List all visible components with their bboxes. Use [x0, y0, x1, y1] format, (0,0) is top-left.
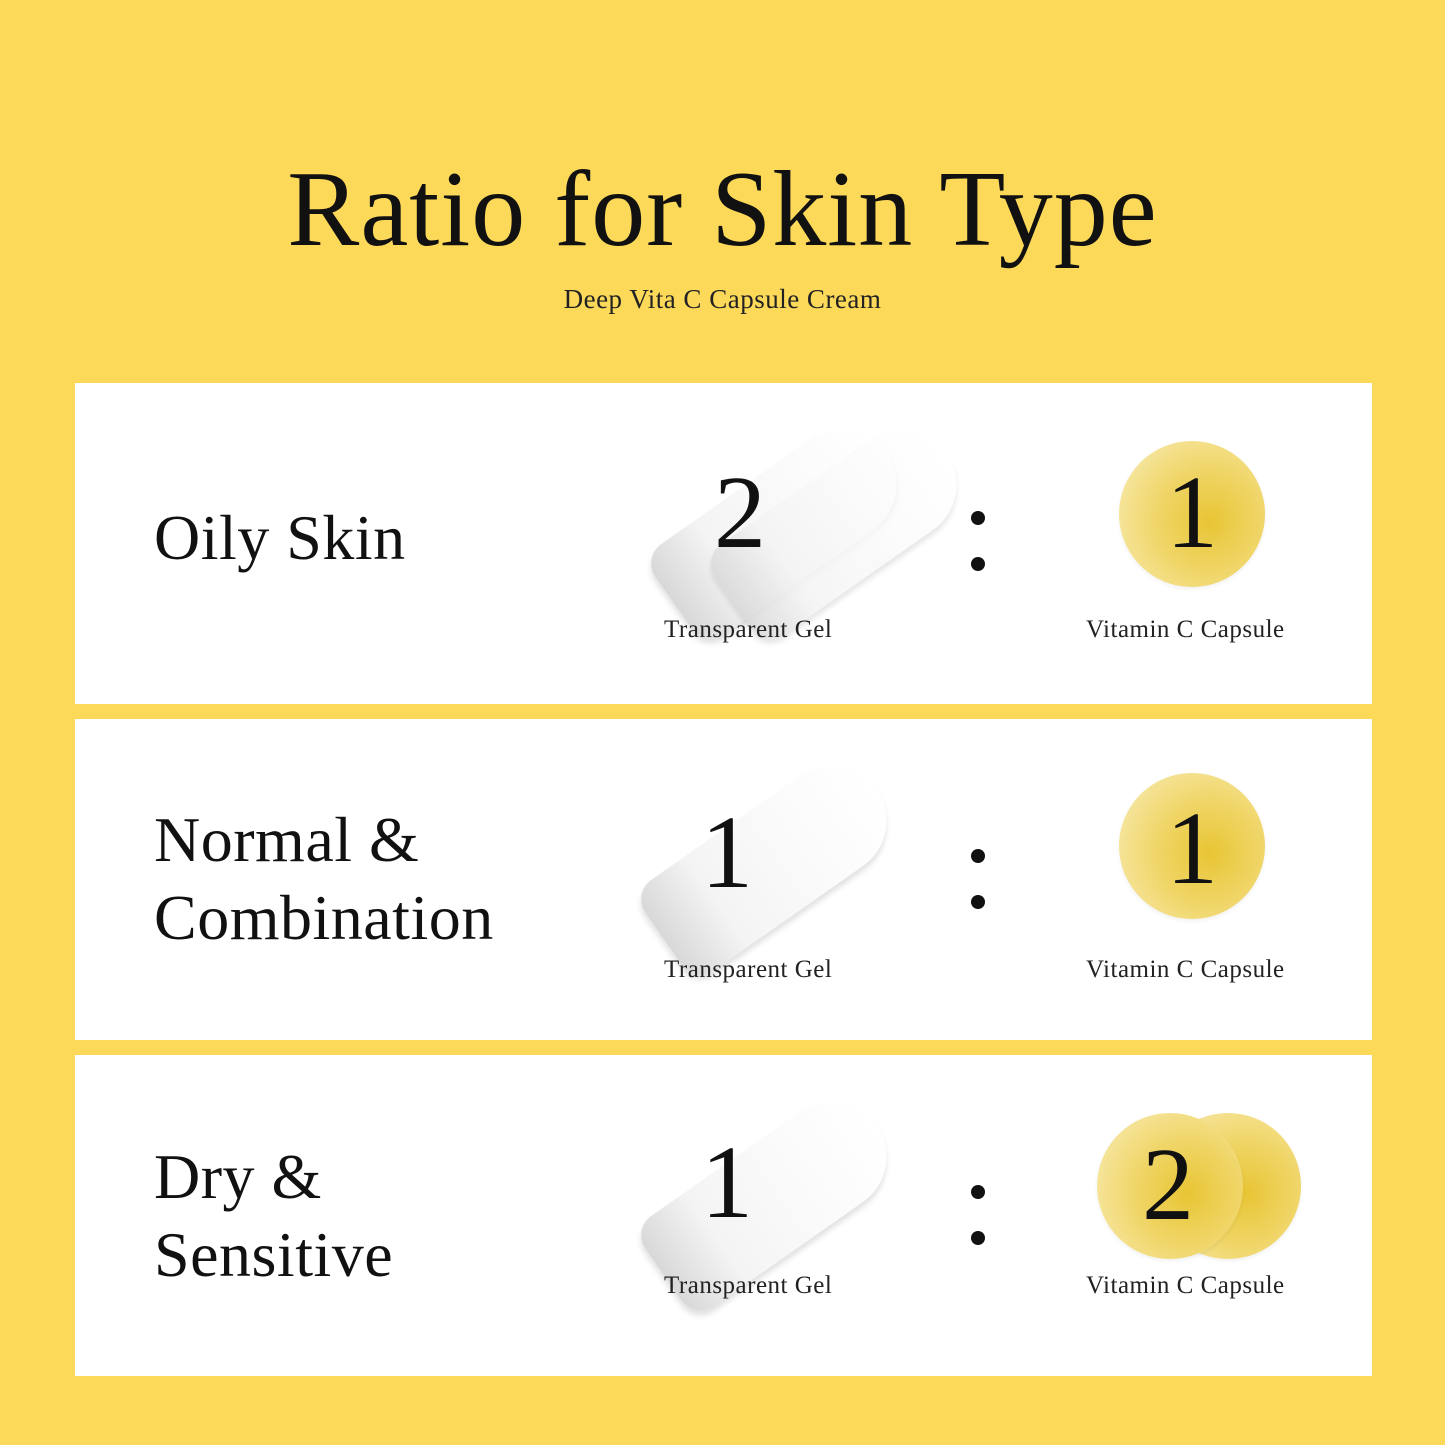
skin-type-label: Oily Skin [154, 502, 406, 573]
product-subtitle: Deep Vita C Capsule Cream [563, 284, 882, 314]
gel-ratio-number: 2 [714, 455, 766, 570]
capsule-label: Vitamin C Capsule [1086, 956, 1285, 983]
capsule-label: Vitamin C Capsule [1086, 1272, 1285, 1299]
ratio-colon [971, 511, 985, 603]
gel-label: Transparent Gel [664, 1272, 833, 1299]
capsule-ratio-number: 1 [1166, 791, 1218, 906]
gel-label: Transparent Gel [664, 956, 833, 983]
gel-label: Transparent Gel [664, 616, 833, 643]
capsule-label: Vitamin C Capsule [1086, 616, 1285, 643]
ratio-panel-oily: Oily Skin 2 1 Transparent Gel Vitamin C … [75, 383, 1372, 704]
ratio-panel-normal-combination: Normal & Combination 1 1 Transparent Gel … [75, 719, 1372, 1040]
transparent-gel-swatch-icon [630, 739, 930, 984]
capsule-ratio-number: 1 [1166, 455, 1218, 570]
skin-type-label: Normal & Combination [154, 804, 494, 953]
transparent-gel-swatch-icon [640, 403, 979, 648]
gel-ratio-number: 1 [701, 1125, 753, 1240]
vitamin-capsule-icon [1119, 773, 1265, 919]
vitamin-capsule-icon [1119, 441, 1265, 587]
transparent-gel-swatch-icon [630, 1075, 930, 1320]
capsule-ratio-number: 2 [1142, 1127, 1194, 1242]
gel-ratio-number: 1 [701, 795, 753, 910]
vitamin-capsule-icon [1097, 1113, 1243, 1259]
skin-type-label: Dry & Sensitive [154, 1141, 394, 1290]
ratio-colon [971, 849, 985, 941]
page-title: Ratio for Skin Type [287, 150, 1158, 269]
ratio-colon [971, 1185, 985, 1277]
ratio-panel-dry-sensitive: Dry & Sensitive 1 2 Transparent Gel Vitam… [75, 1055, 1372, 1376]
